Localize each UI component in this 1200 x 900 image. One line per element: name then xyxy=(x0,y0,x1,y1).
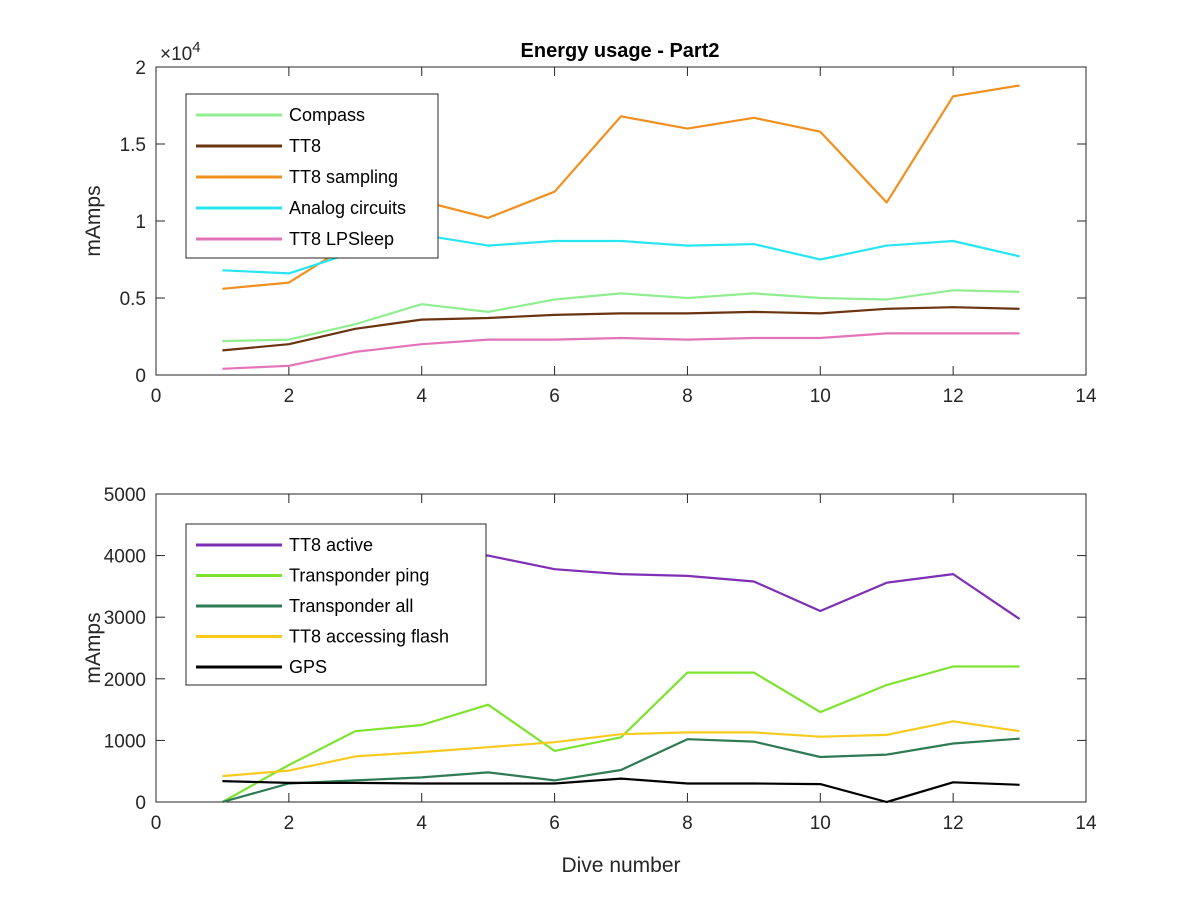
legend-label-tt8-sampling: TT8 sampling xyxy=(289,167,398,187)
series-line-tt8-accessing-flash xyxy=(222,720,1020,778)
y-axis-label: mAmps xyxy=(82,612,105,683)
legend-label-analog-circuits: Analog circuits xyxy=(289,198,406,218)
legend-label-gps: GPS xyxy=(289,657,327,677)
x-axis-label: Dive number xyxy=(561,854,680,877)
x-tick-label: 6 xyxy=(549,813,560,834)
x-tick-label: 8 xyxy=(682,386,693,407)
series-line-transponder-ping xyxy=(221,665,1020,803)
x-tick-label: 4 xyxy=(416,813,427,834)
x-tick-label: 8 xyxy=(682,813,693,834)
y-tick-label: 3000 xyxy=(104,608,146,629)
x-tick-label: 0 xyxy=(151,386,162,407)
x-tick-label: 10 xyxy=(810,813,831,834)
legend-label-tt8: TT8 xyxy=(289,136,321,156)
series-line-compass xyxy=(222,289,1020,343)
y-tick-label: 1.5 xyxy=(120,135,146,156)
y-exponent-label: ×104 xyxy=(160,39,201,65)
x-tick-label: 14 xyxy=(1075,813,1097,834)
x-tick-label: 12 xyxy=(943,386,964,407)
bottom-panel: 0 2 4 6 8 10 12 14 0 1000 2000 3000 4000 5000 mAmps Div… xyxy=(82,485,1097,877)
series-line-transponder-all xyxy=(222,737,1020,804)
y-exponent-base: ×10 xyxy=(160,44,192,65)
y-tick-label: 1 xyxy=(135,212,146,233)
series-line-tt8 xyxy=(222,306,1020,352)
legend-label-tt8-lpsleep: TT8 LPSleep xyxy=(289,229,394,249)
x-tick-label: 6 xyxy=(549,386,560,407)
series-line-gps xyxy=(222,777,1020,804)
x-tick-label: 2 xyxy=(284,386,295,407)
x-tick-label: 2 xyxy=(284,813,295,834)
y-tick-label: 5000 xyxy=(104,485,146,506)
y-tick-label: 2000 xyxy=(104,670,146,691)
y-tick-label: 2 xyxy=(135,58,146,79)
x-tick-label: 12 xyxy=(943,813,964,834)
legend-label-transponder-ping: Transponder ping xyxy=(289,566,429,586)
legend-label-compass: Compass xyxy=(289,105,365,125)
x-tick-label: 0 xyxy=(151,813,162,834)
legend-label-tt8-accessing-flash: TT8 accessing flash xyxy=(289,627,449,647)
y-tick-label: 0 xyxy=(135,793,146,814)
y-tick-label: 4000 xyxy=(104,547,146,568)
y-tick-label: 0 xyxy=(135,366,146,387)
top-panel: 0 2 4 6 8 10 12 1400.511.52×104mAmpsCompassTT8T… xyxy=(82,39,1097,407)
x-tick-label: 4 xyxy=(416,386,427,407)
y-tick-label: 1000 xyxy=(104,731,146,752)
series-line-tt8-lpsleep xyxy=(222,332,1020,370)
x-tick-label: 14 xyxy=(1075,386,1097,407)
y-axis-label: mAmps xyxy=(82,185,105,256)
y-tick-label: 0.5 xyxy=(120,289,146,310)
legend-label-transponder-all: Transponder all xyxy=(289,596,413,616)
y-exponent-power: 4 xyxy=(192,39,200,56)
x-tick-label: 10 xyxy=(810,386,831,407)
legend-label-tt8-active: TT8 active xyxy=(289,535,373,555)
figure-title: Energy usage - Part2 xyxy=(521,40,720,62)
